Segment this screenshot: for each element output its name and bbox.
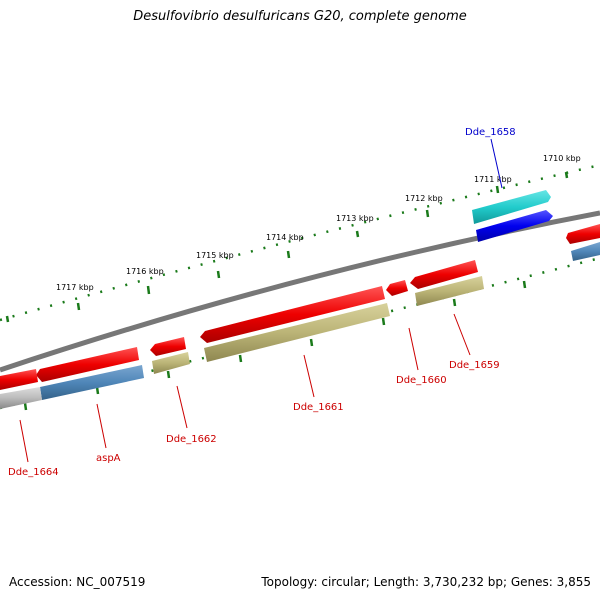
- cds-dde-1661[interactable]: [200, 286, 385, 343]
- map-title: Desulfovibrio desulfuricans G20, complet…: [133, 9, 467, 24]
- gene-label-dde-1662[interactable]: Dde_1662: [166, 434, 217, 445]
- tick-label-1710: 1710 kbp: [543, 154, 581, 163]
- tick-label-1712: 1712 kbp: [405, 194, 443, 203]
- gene-feature-right-edge[interactable]: [566, 224, 600, 261]
- topology-text: Topology: circular; Length: 3,730,232 bp…: [261, 575, 591, 589]
- tick-label-1711: 1711 kbp: [474, 175, 512, 184]
- gene-right-edge[interactable]: [571, 242, 600, 261]
- cds-dde-1660[interactable]: [386, 280, 408, 296]
- tick-label-1714: 1714 kbp: [266, 233, 304, 242]
- gene-label-dde-1659[interactable]: Dde_1659: [449, 360, 500, 371]
- tick-label-1717: 1717 kbp: [56, 283, 94, 292]
- tick-label-1713: 1713 kbp: [336, 214, 374, 223]
- gene-aspa[interactable]: [40, 365, 144, 400]
- leader-dde-1662: [176, 385, 188, 429]
- leader-dde-1659: [453, 313, 471, 356]
- gene-feature-dde-1661[interactable]: [200, 286, 390, 362]
- cds-dde-1658[interactable]: [472, 190, 551, 224]
- gene-label-dde-1658[interactable]: Dde_1658: [465, 127, 516, 138]
- leader-dde-1664: [19, 419, 29, 463]
- cds-dde-1659[interactable]: [410, 260, 478, 289]
- gene-dde-1659[interactable]: [415, 276, 484, 306]
- cds-aspa[interactable]: [36, 347, 139, 382]
- leader-dde-1661: [303, 354, 315, 398]
- leader-dde-1660: [408, 327, 419, 371]
- gene-feature-dde-1664[interactable]: [0, 369, 42, 409]
- accession-text: Accession: NC_007519: [9, 575, 146, 589]
- gene-label-dde-1664[interactable]: Dde_1664: [8, 467, 59, 478]
- gene-label-aspa[interactable]: aspA: [96, 453, 121, 464]
- cds-dde-1662[interactable]: [150, 337, 186, 356]
- gene-label-dde-1661[interactable]: Dde_1661: [293, 402, 344, 413]
- gene-dde-1658[interactable]: [476, 210, 553, 242]
- gene-dde-1662[interactable]: [152, 352, 190, 374]
- major-ticks: [5, 171, 569, 411]
- scale-ruler-outer: [0, 163, 600, 322]
- gene-feature-dde-1659[interactable]: [410, 260, 484, 306]
- gene-feature-dde-1658[interactable]: [472, 190, 553, 242]
- gene-dde-1661[interactable]: [204, 303, 390, 362]
- cds-right-edge[interactable]: [566, 224, 600, 244]
- gene-feature-dde-1662[interactable]: [150, 337, 190, 374]
- leader-aspa: [96, 403, 107, 449]
- tick-label-1715: 1715 kbp: [196, 251, 234, 260]
- leader-dde-1658: [490, 138, 503, 189]
- cds-dde-1664[interactable]: [0, 369, 38, 390]
- gene-dde-1664[interactable]: [0, 387, 42, 409]
- gene-feature-dde-1660[interactable]: [386, 280, 408, 296]
- tick-label-1716: 1716 kbp: [126, 267, 164, 276]
- gene-feature-aspa[interactable]: [36, 347, 144, 400]
- gene-label-dde-1660[interactable]: Dde_1660: [396, 375, 447, 386]
